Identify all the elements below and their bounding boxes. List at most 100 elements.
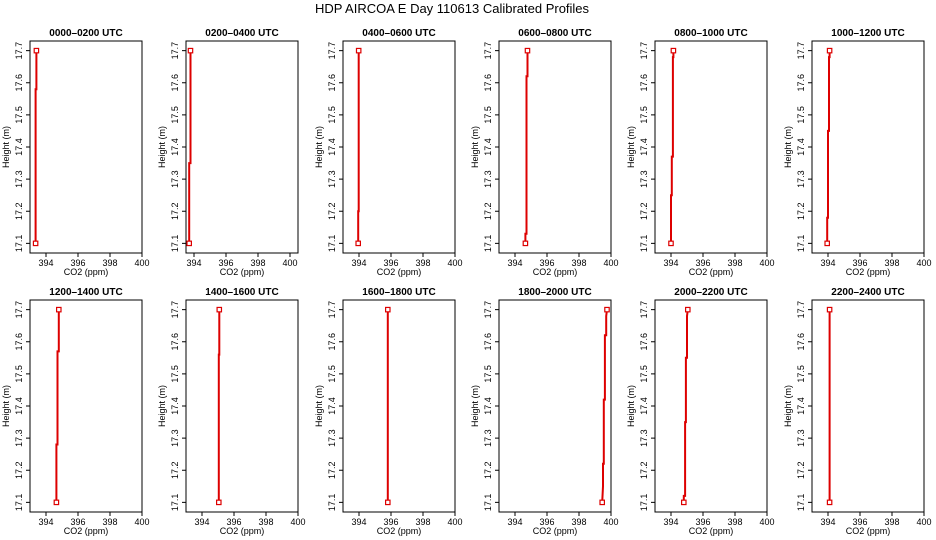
y-tick-label: 17.3 xyxy=(170,429,180,447)
y-axis-label: Height (m) xyxy=(1,126,11,168)
plot-frame xyxy=(342,299,456,513)
x-tick-label: 396 xyxy=(539,258,554,268)
y-tick-label: 17.5 xyxy=(483,365,493,383)
profile-point xyxy=(187,47,194,54)
y-tick-label: 17.1 xyxy=(796,494,806,512)
y-axis-label: Height (m) xyxy=(157,385,167,427)
profile-point xyxy=(385,499,391,506)
x-tick-label: 400 xyxy=(916,258,931,268)
y-axis-label: Height (m) xyxy=(157,126,167,168)
x-tick-label: 398 xyxy=(250,258,265,268)
y-tick-label: 17.4 xyxy=(327,138,337,156)
y-tick-label: 17.5 xyxy=(14,365,24,383)
y-tick-label: 17.4 xyxy=(170,138,180,156)
y-tick-label: 17.6 xyxy=(639,74,649,92)
y-tick-label: 17.4 xyxy=(639,397,649,415)
profile-point xyxy=(522,240,529,247)
x-tick-label: 398 xyxy=(415,258,430,268)
y-tick-label: 17.1 xyxy=(327,494,337,512)
profile-line xyxy=(188,50,192,244)
panel-title: 2000–2200 UTC xyxy=(674,287,747,298)
profile-line xyxy=(682,309,689,503)
panel-title: 1200–1400 UTC xyxy=(49,287,122,298)
y-tick-label: 17.2 xyxy=(170,461,180,479)
profile-line xyxy=(601,309,608,503)
x-tick-label: 400 xyxy=(759,258,774,268)
y-tick-label: 17.6 xyxy=(483,333,493,351)
y-tick-label: 17.3 xyxy=(639,429,649,447)
y-tick-label: 17.2 xyxy=(170,202,180,220)
y-tick-label: 17.7 xyxy=(483,42,493,60)
x-axis-label: CO2 (ppm) xyxy=(533,267,578,277)
y-tick-label: 17.4 xyxy=(796,138,806,156)
y-tick-label: 17.3 xyxy=(14,429,24,447)
profile-point xyxy=(355,47,362,54)
y-axis-label: Height (m) xyxy=(470,126,480,168)
profile-point xyxy=(670,47,677,54)
y-tick-label: 17.4 xyxy=(170,397,180,415)
panel-6: 1000–1200 UTC 394 396 398 400 17.1 17.2 17.3 17.… xyxy=(783,28,932,277)
y-tick-label: 17.5 xyxy=(796,106,806,124)
y-tick-label: 17.6 xyxy=(14,333,24,351)
x-tick-label: 396 xyxy=(852,258,867,268)
panel-7: 1200–1400 UTC 394 396 398 400 17.1 17.2 17.3 17.… xyxy=(1,287,150,536)
y-axis-label: Height (m) xyxy=(314,126,324,168)
panel-title: 1400–1600 UTC xyxy=(205,287,278,298)
y-tick-label: 17.3 xyxy=(483,170,493,188)
x-tick-label: 398 xyxy=(884,517,899,527)
plot-frame xyxy=(29,40,143,254)
profile-point xyxy=(684,306,691,313)
y-tick-label: 17.4 xyxy=(14,397,24,415)
x-tick-label: 394 xyxy=(507,517,522,527)
panel-title: 0200–0400 UTC xyxy=(205,28,278,39)
y-tick-label: 17.7 xyxy=(796,301,806,319)
x-tick-label: 400 xyxy=(603,517,618,527)
x-tick-label: 396 xyxy=(539,517,554,527)
x-tick-label: 394 xyxy=(351,517,366,527)
x-tick-label: 398 xyxy=(571,517,586,527)
plot-frame xyxy=(29,299,143,513)
y-tick-label: 17.4 xyxy=(327,397,337,415)
x-tick-label: 396 xyxy=(218,258,233,268)
y-tick-label: 17.7 xyxy=(796,42,806,60)
plot-frame xyxy=(185,299,299,513)
y-tick-label: 17.5 xyxy=(14,106,24,124)
panel-2: 0200–0400 UTC 394 396 398 400 17.1 17.2 17.3 17.… xyxy=(157,28,299,277)
y-tick-label: 17.1 xyxy=(796,235,806,253)
x-tick-label: 398 xyxy=(571,258,586,268)
y-tick-label: 17.2 xyxy=(639,461,649,479)
y-tick-label: 17.2 xyxy=(796,461,806,479)
x-tick-label: 400 xyxy=(447,517,462,527)
profile-line xyxy=(357,50,360,244)
panel-title: 1800–2000 UTC xyxy=(518,287,591,298)
x-axis-label: CO2 (ppm) xyxy=(64,526,109,536)
y-tick-label: 17.2 xyxy=(483,461,493,479)
x-axis-label: CO2 (ppm) xyxy=(533,526,578,536)
profile-point xyxy=(826,47,833,54)
panel-5: 0800–1000 UTC 394 396 398 400 17.1 17.2 17.3 17.… xyxy=(626,28,775,277)
x-tick-label: 396 xyxy=(226,517,241,527)
plot-frame xyxy=(498,299,612,513)
x-axis-label: CO2 (ppm) xyxy=(846,526,891,536)
x-tick-label: 398 xyxy=(258,517,273,527)
x-tick-label: 398 xyxy=(102,517,117,527)
panel-title: 1600–1800 UTC xyxy=(362,287,435,298)
y-tick-label: 17.1 xyxy=(639,235,649,253)
panel-grid: 0000–0200 UTC 394 396 398 400 17.1 17.2 17.3 17.… xyxy=(1,28,932,536)
y-tick-label: 17.7 xyxy=(639,42,649,60)
profile-line xyxy=(34,50,38,244)
panel-12: 2200–2400 UTC 394 396 398 400 17.1 17.2 17.3 17.… xyxy=(783,287,932,536)
x-tick-label: 394 xyxy=(38,258,53,268)
profile-line xyxy=(670,50,675,244)
profile-point xyxy=(216,306,223,313)
x-axis-label: CO2 (ppm) xyxy=(220,267,265,277)
panel-title: 1000–1200 UTC xyxy=(831,28,904,39)
y-tick-label: 17.5 xyxy=(639,365,649,383)
y-tick-label: 17.3 xyxy=(170,170,180,188)
x-tick-label: 400 xyxy=(759,517,774,527)
x-axis-label: CO2 (ppm) xyxy=(689,526,734,536)
profile-point xyxy=(216,499,222,506)
y-tick-label: 17.1 xyxy=(14,494,24,512)
plot-frame xyxy=(654,299,768,513)
y-axis-label: Height (m) xyxy=(626,385,636,427)
